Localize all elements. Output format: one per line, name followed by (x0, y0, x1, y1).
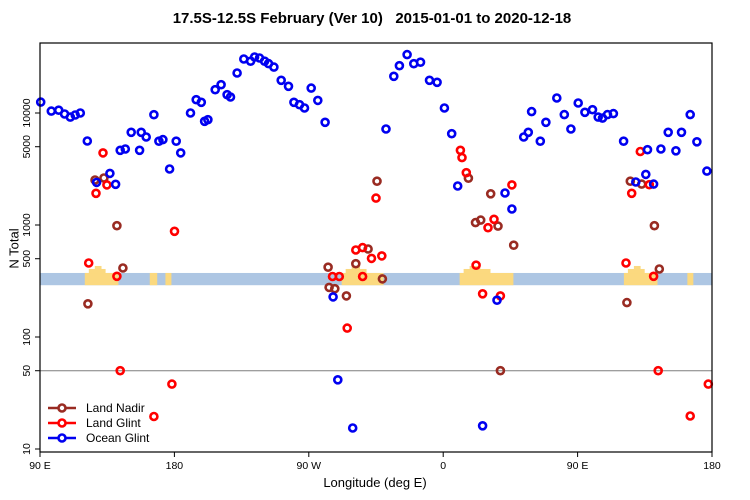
legend-label-land-nadir: Land Nadir (86, 400, 145, 415)
legend-marker-land-nadir (48, 402, 76, 413)
legend: Land Nadir Land Glint Ocean Glint (47, 400, 149, 445)
svg-text:1000: 1000 (21, 213, 33, 237)
svg-text:90 E: 90 E (567, 460, 589, 472)
legend-item-land-glint: Land Glint (47, 415, 149, 430)
svg-text:180: 180 (166, 460, 184, 472)
svg-text:0: 0 (440, 460, 446, 472)
svg-text:50: 50 (21, 365, 33, 377)
x-axis-label: Longitude (deg E) (323, 475, 427, 490)
legend-item-land-nadir: Land Nadir (47, 400, 149, 415)
svg-text:180: 180 (703, 460, 721, 472)
legend-label-ocean-glint: Ocean Glint (86, 430, 150, 445)
legend-item-ocean-glint: Ocean Glint (47, 430, 149, 445)
svg-text:100: 100 (21, 328, 33, 346)
svg-text:90 E: 90 E (29, 460, 51, 472)
legend-marker-land-glint (48, 417, 76, 428)
svg-text:5000: 5000 (21, 135, 33, 159)
y-axis-label: N Total (6, 228, 22, 269)
svg-text:10: 10 (21, 443, 33, 455)
svg-text:10000: 10000 (21, 98, 33, 127)
chart-title: 17.5S-12.5S February (Ver 10) 2015-01-01… (172, 10, 572, 27)
svg-text:90 W: 90 W (297, 460, 322, 472)
legend-marker-ocean-glint (48, 432, 76, 443)
legend-label-land-glint: Land Glint (86, 415, 141, 430)
svg-text:500: 500 (21, 250, 33, 268)
